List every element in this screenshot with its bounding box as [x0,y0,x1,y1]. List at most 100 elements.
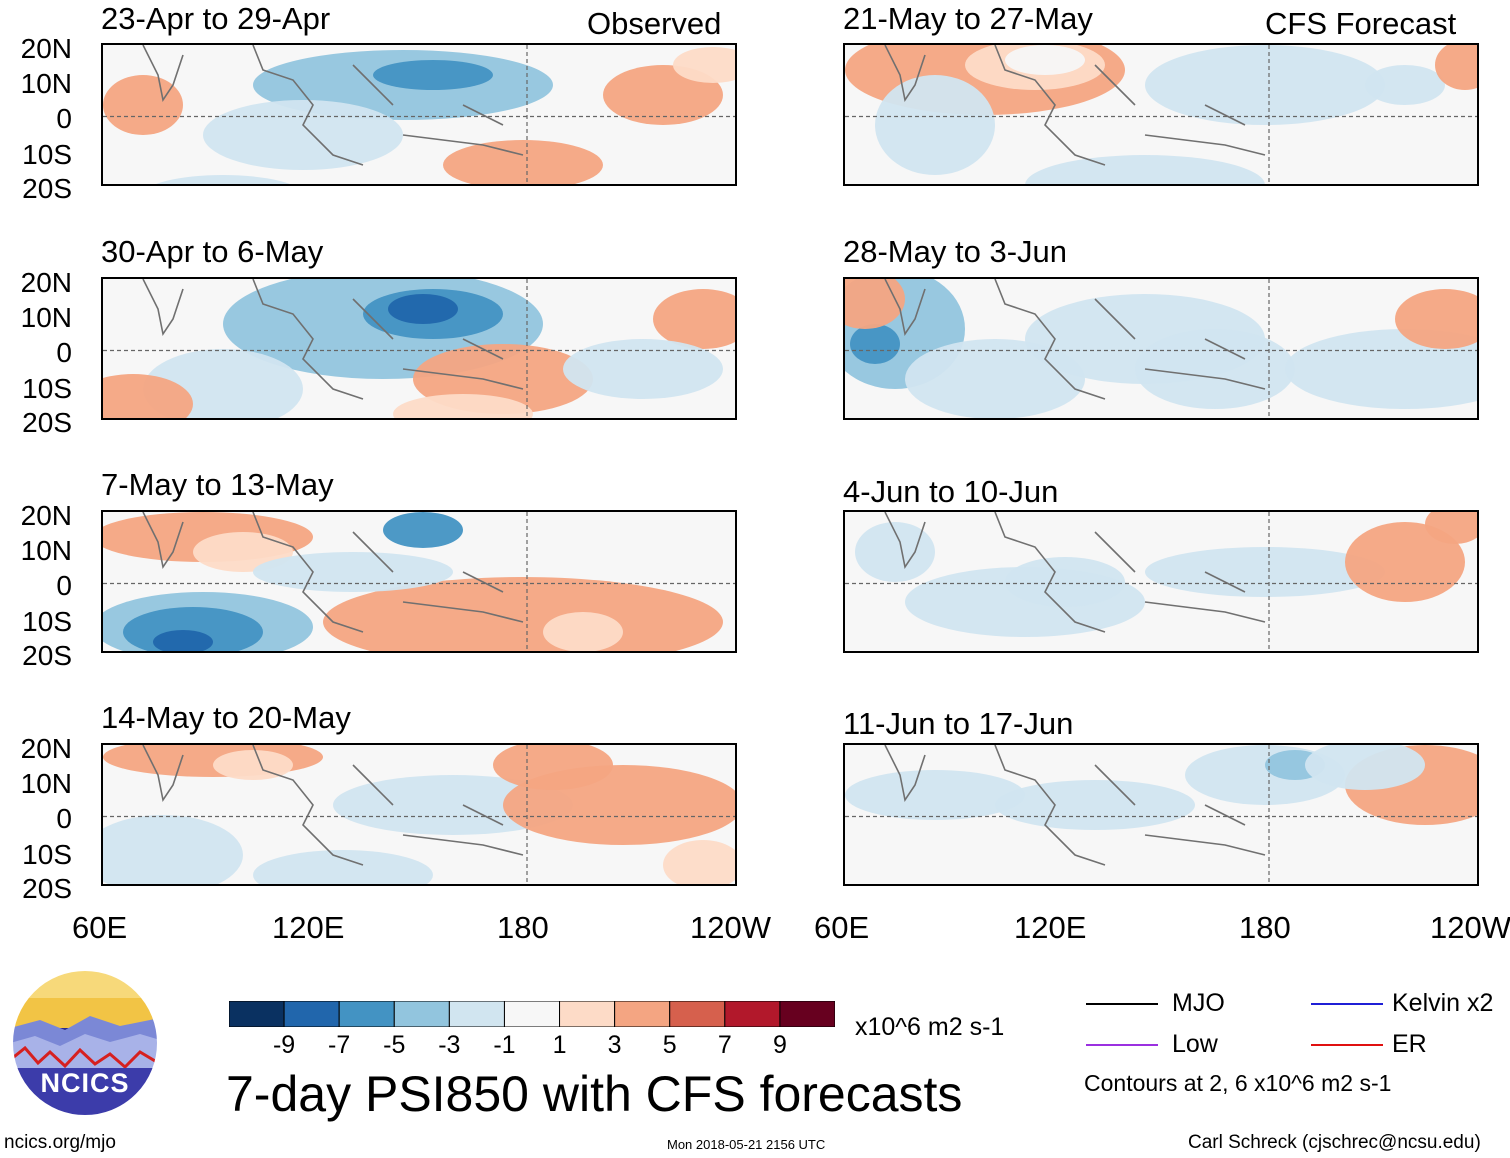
coastline [142,279,524,400]
map-panel-obs-2 [101,277,737,420]
lat-tick-r1-2: 0 [56,103,72,134]
shading-blob [253,850,433,884]
colorbar-swatch [779,1000,836,1028]
shading-blob [153,630,213,651]
coastline [884,512,1266,633]
lat-tick-r3-2: 0 [56,570,72,601]
shading-blob [1145,45,1385,125]
legend-label-low: Low [1172,1030,1218,1058]
colorbar-units: x10^6 m2 s-1 [855,1013,1005,1041]
colorbar-tick: 7 [717,1031,732,1059]
coastline [142,45,524,166]
colorbar-swatch [338,1000,395,1028]
map-panel-obs-3 [101,510,737,653]
lon-tick-obs-60e: 60E [72,910,128,945]
colorbar-tick: 3 [607,1031,622,1059]
shading-blob [543,612,623,651]
ncics-logo: NCICS [10,968,160,1118]
shading-blob [103,374,193,418]
colorbar-tick: 9 [772,1031,787,1059]
colorbar-swatch [724,1000,781,1028]
coastline [884,279,1266,400]
legend-label-kelvin: Kelvin x2 [1392,989,1494,1017]
shading-blob [1005,45,1085,75]
legend-swatch-kelvin [1311,1003,1383,1005]
panel-label-fc-2: 28-May to 3-Jun [843,234,1067,269]
colorbar-swatch [559,1000,616,1028]
footer-author: Carl Schreck (cjschrec@ncsu.edu) [1188,1132,1481,1153]
lon-tick-obs-120w: 120W [690,910,771,945]
shading-blob [156,175,290,184]
shading-blob [653,289,735,349]
shading-blob [373,60,493,90]
shading-blob [995,780,1195,830]
colorbar-tick: 1 [552,1031,567,1059]
colorbar-tick: -7 [328,1031,351,1059]
shading-blob [563,339,723,399]
lat-tick-r1-4: 20S [22,173,72,204]
shading-blob [383,512,463,548]
legend-swatch-er [1311,1044,1383,1046]
lat-tick-r4-1: 10N [20,768,72,799]
map-field [103,279,735,418]
shading-blob [493,745,613,790]
shading-blob [1395,289,1477,349]
map-panel-fc-4 [843,743,1479,886]
panel-label-fc-1: 21-May to 27-May [843,1,1093,36]
legend-label-mjo: MJO [1172,989,1225,1017]
lon-tick-fc-180: 180 [1239,910,1291,945]
shading-blob [1005,557,1125,607]
colorbar-tick: -3 [438,1031,461,1059]
lon-tick-fc-120w: 120W [1430,910,1510,945]
shading-blob [393,394,533,418]
lon-tick-obs-120e: 120E [272,910,345,945]
shading-blob [1145,547,1385,597]
lat-tick-r2-0: 20N [20,267,72,298]
colorbar [228,1000,836,1028]
lat-tick-r4-4: 20S [22,873,72,904]
coastline [884,745,1266,866]
lat-tick-r2-2: 0 [56,337,72,368]
colorbar-swatch [503,1000,561,1028]
lat-tick-r4-3: 10S [22,839,72,870]
lat-tick-r3-3: 10S [22,606,72,637]
colorbar-swatch [283,1000,340,1028]
lat-tick-r2-1: 10N [20,302,72,333]
column-title-observed: Observed [587,6,722,41]
contour-legend: MJO Kelvin x2 Low ER [1086,989,1506,1069]
contour-note: Contours at 2, 6 x10^6 m2 s-1 [1084,1070,1392,1096]
coastline [884,45,1266,166]
lat-tick-r2-4: 20S [22,407,72,438]
map-panel-fc-3 [843,510,1479,653]
shading-blob [845,770,1025,820]
lat-tick-r3-1: 10N [20,535,72,566]
shading-blob [1435,45,1477,90]
shading-blob [1285,329,1477,409]
coastline [142,745,524,866]
shading-blob [1345,522,1465,602]
shading-blob [103,815,243,884]
shading-blob [1365,65,1445,105]
map-field [845,279,1477,418]
shading-blob [673,47,735,83]
shading-blob [443,140,603,184]
coastline [142,512,524,633]
panel-label-obs-1: 23-Apr to 29-Apr [101,1,331,36]
shading-blob [103,75,183,135]
legend-swatch-mjo [1086,1003,1158,1005]
colorbar-swatch [228,1000,285,1028]
shading-blob [845,279,905,329]
lat-tick-r1-3: 10S [22,139,72,170]
shading-blob [388,294,458,324]
shading-blob [850,324,900,364]
shading-blob [1305,745,1425,790]
panel-label-obs-2: 30-Apr to 6-May [101,234,324,269]
map-field [845,512,1477,651]
shading-blob [1025,155,1265,184]
shading-blob [875,75,995,175]
shading-blob [855,522,935,582]
logo-text: NCICS [40,1068,130,1098]
panel-label-fc-4: 11-Jun to 17-Jun [843,706,1074,741]
shading-blob [1425,512,1477,544]
panel-label-obs-3: 7-May to 13-May [101,467,334,502]
